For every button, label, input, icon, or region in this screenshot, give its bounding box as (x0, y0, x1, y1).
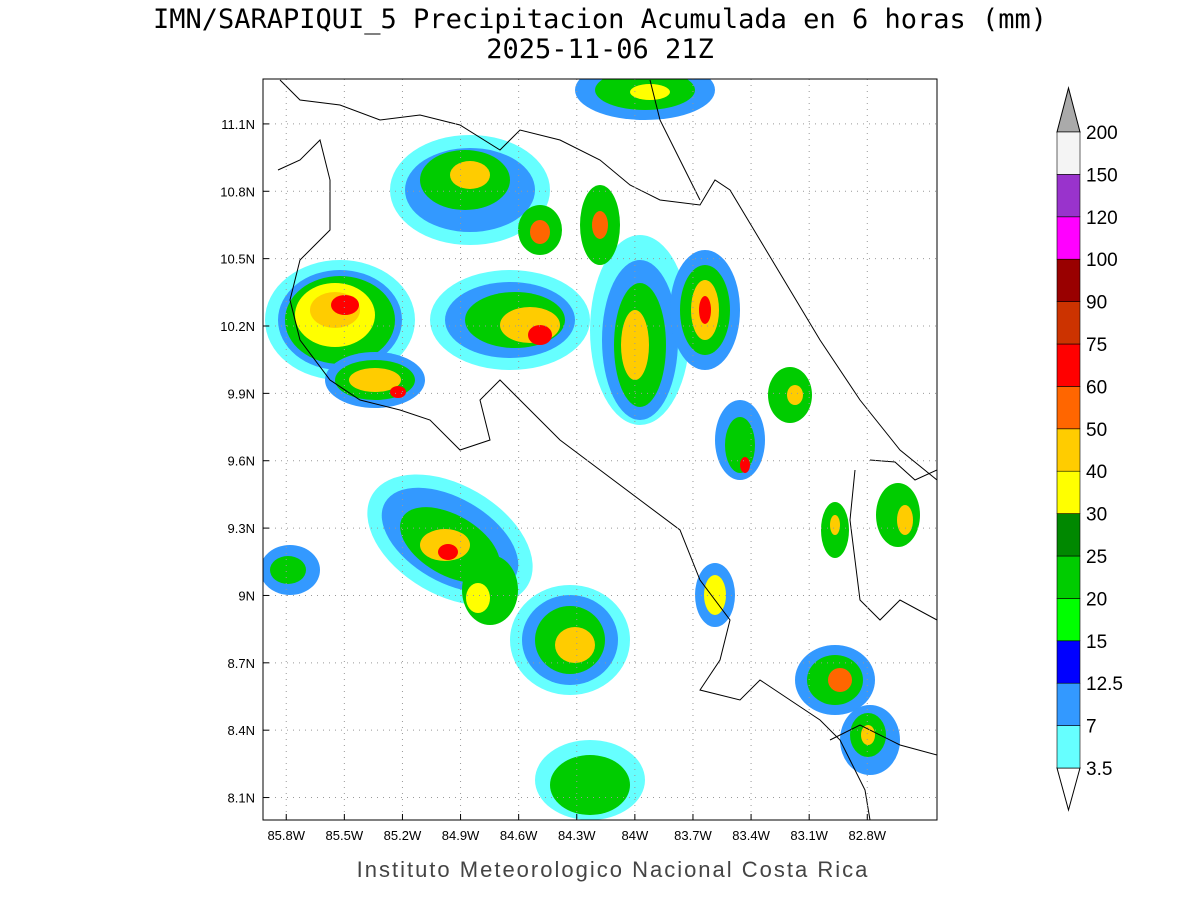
colorbar-box (1056, 131, 1081, 175)
map-axes: 85.8W 85.5W 85.2W 84.9W 84.6W 84.3W 84W 83.7W 83… (220, 79, 937, 843)
colorbar-under (1056, 767, 1081, 812)
x-tick-label: 84.6W (500, 828, 538, 843)
x-tick-label: 83.1W (790, 828, 828, 843)
y-tick-label: 9N (238, 588, 255, 603)
colorbar-box (1056, 513, 1081, 557)
y-tick-label: 8.4N (228, 723, 255, 738)
colorbar-box (1056, 343, 1081, 387)
y-tick-label: 10.2N (220, 319, 255, 334)
footer: Instituto Meteorologico Nacional Costa R… (357, 857, 870, 882)
colorbar-label: 25 (1086, 547, 1107, 568)
colorbar-label: 20 (1086, 589, 1107, 610)
y-tick-label: 11.1N (221, 117, 255, 132)
colorbar-box (1056, 428, 1081, 472)
colorbar: 3.5 7 12.5 15 20 25 30 40 50 60 75 90 100 120 150 200 (1056, 86, 1123, 812)
x-tick-label: 85.2W (384, 828, 422, 843)
colorbar-label: 50 (1086, 420, 1107, 441)
colorbar-box (1056, 174, 1081, 218)
colorbar-label: 90 (1086, 293, 1107, 314)
y-tick-label: 9.3N (228, 521, 255, 536)
title: IMN/SARAPIQUI_5 Precipitacion Acumulada … (153, 4, 1047, 35)
x-tick-label: 84W (621, 828, 648, 843)
x-tick-label: 84.3W (558, 828, 596, 843)
x-tick-label: 83.4W (732, 828, 770, 843)
colorbar-box (1056, 258, 1081, 302)
y-tick-label: 8.1N (228, 791, 255, 806)
y-tick-label: 8.7N (228, 656, 255, 671)
colorbar-label: 30 (1086, 505, 1107, 526)
y-tick-label: 10.8N (220, 184, 255, 199)
colorbar-label: 75 (1086, 335, 1107, 356)
colorbar-box (1056, 386, 1081, 430)
subtitle: 2025-11-06 21Z (486, 34, 714, 65)
colorbar-label: 12.5 (1086, 674, 1123, 695)
colorbar-box (1056, 555, 1081, 599)
y-tick-label: 9.6N (228, 454, 255, 469)
x-tick-label: 85.5W (326, 828, 364, 843)
rain-cell (263, 79, 920, 820)
colorbar-box (1056, 470, 1081, 514)
colorbar-label: 200 (1086, 123, 1118, 144)
y-tick-label: 9.9N (228, 386, 255, 401)
colorbar-box (1056, 598, 1081, 642)
colorbar-over (1056, 86, 1081, 133)
coastline (277, 79, 937, 820)
colorbar-box (1056, 640, 1081, 684)
colorbar-label: 40 (1086, 462, 1107, 483)
x-tick-label: 83.7W (674, 828, 712, 843)
colorbar-label: 60 (1086, 377, 1107, 398)
colorbar-box (1056, 725, 1081, 769)
colorbar-box (1056, 682, 1081, 726)
colorbar-label: 3.5 (1086, 759, 1112, 780)
colorbar-box (1056, 216, 1081, 260)
colorbar-label: 7 (1086, 717, 1097, 738)
x-tick-label: 84.9W (442, 828, 480, 843)
y-tick-label: 10.5N (220, 252, 255, 267)
colorbar-label: 100 (1086, 250, 1118, 271)
colorbar-box (1056, 301, 1081, 345)
colorbar-label: 150 (1086, 165, 1118, 186)
x-tick-label: 82.8W (848, 828, 886, 843)
colorbar-label: 120 (1086, 208, 1118, 229)
map-frame (262, 78, 938, 821)
colorbar-label: 15 (1086, 632, 1107, 653)
precip-field (263, 79, 937, 820)
x-tick-label: 85.8W (267, 828, 305, 843)
